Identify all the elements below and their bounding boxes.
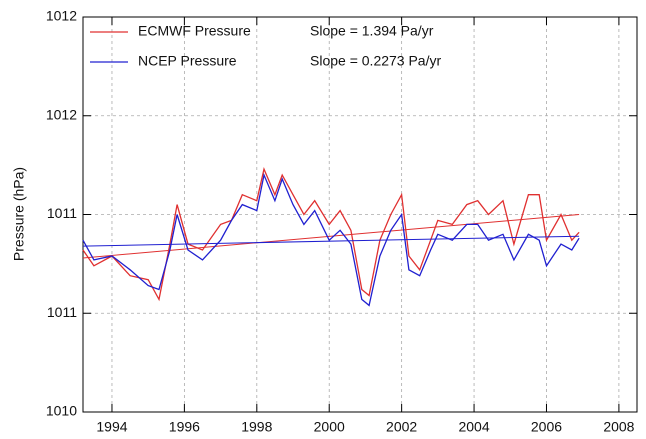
x-tick-label: 2002 [386, 419, 417, 435]
y-tick-label: 1012 [46, 106, 77, 122]
x-tick-label: 2004 [458, 419, 489, 435]
slope-annotation: Slope = 1.394 Pa/yr [310, 23, 434, 39]
legend-label: NCEP Pressure [138, 53, 237, 69]
y-axis-label: Pressure (hPa) [11, 167, 27, 261]
y-tick-label: 1010 [46, 403, 77, 419]
x-tick-label: 2008 [603, 419, 634, 435]
x-tick-label: 2000 [314, 419, 345, 435]
x-tick-label: 2006 [531, 419, 562, 435]
y-tick-label: 1012 [46, 8, 77, 24]
trend-line [82, 235, 580, 247]
y-tick-label: 1011 [47, 304, 77, 320]
series-line [82, 166, 580, 302]
x-tick-label: 1996 [169, 419, 200, 435]
legend-label: ECMWF Pressure [138, 23, 251, 39]
slope-annotation: Slope = 0.2273 Pa/yr [310, 53, 441, 69]
y-tick-label: 1011 [47, 205, 77, 221]
trend-line [82, 214, 580, 259]
series-line [82, 172, 580, 307]
x-tick-label: 1994 [96, 419, 127, 435]
x-tick-label: 1998 [241, 419, 272, 435]
plot-frame [82, 16, 638, 413]
